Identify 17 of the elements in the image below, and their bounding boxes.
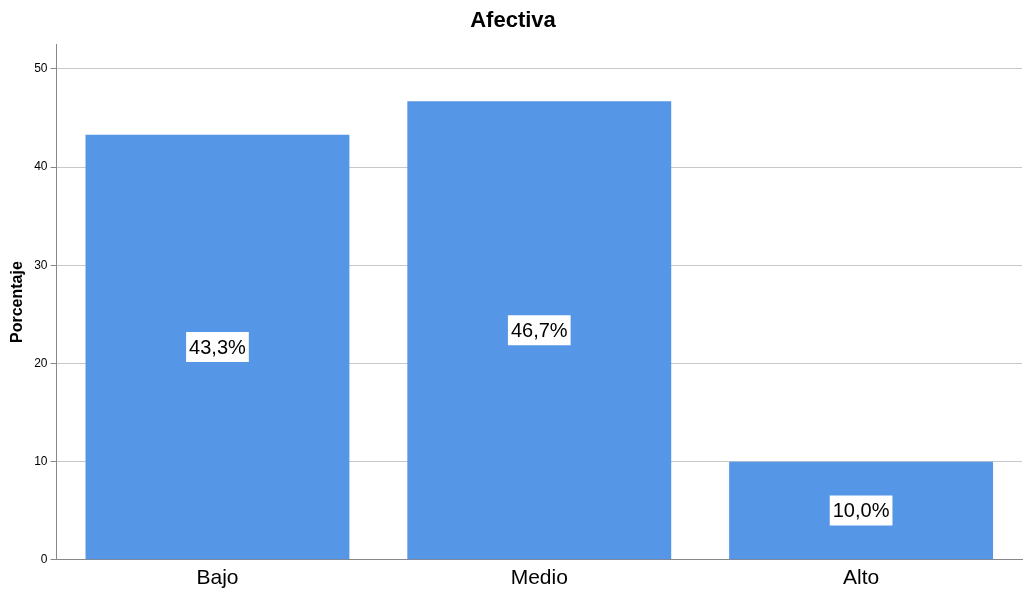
- chart-title: Afectiva: [470, 7, 557, 33]
- x-tick-label: Medio: [510, 565, 568, 589]
- y-tick-label: 0: [40, 552, 48, 567]
- y-tick-label: 30: [34, 257, 48, 272]
- y-tick-label: 50: [34, 61, 48, 76]
- y-axis-title: Porcentaje: [8, 261, 26, 344]
- data-label: 43,3%: [189, 335, 247, 358]
- y-tick-label: 10: [34, 453, 48, 468]
- data-label: 10,0%: [832, 498, 890, 521]
- bar: [85, 134, 350, 560]
- y-tick-label: 40: [34, 159, 48, 174]
- bar: [407, 101, 672, 560]
- y-tick-label: 20: [34, 355, 48, 370]
- x-tick-label: Alto: [843, 565, 880, 589]
- x-tick-label: Bajo: [196, 565, 239, 589]
- data-label: 46,7%: [510, 318, 568, 341]
- bar: [729, 461, 994, 560]
